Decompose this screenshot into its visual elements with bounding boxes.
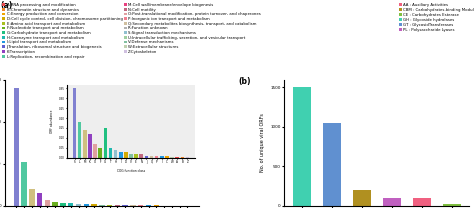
Bar	[14, 88, 19, 206]
Bar	[45, 200, 50, 206]
Bar	[76, 204, 81, 206]
Bar	[323, 123, 341, 206]
Legend: A:RNA processing and modification, B:Chromatin structure and dynamics, C:Energy : A:RNA processing and modification, B:Chr…	[2, 2, 262, 59]
Bar	[60, 203, 66, 206]
Bar	[68, 203, 73, 206]
Bar	[107, 205, 112, 206]
Bar	[383, 198, 401, 206]
Y-axis label: No. of unique viral ORFs: No. of unique viral ORFs	[260, 113, 265, 172]
Bar	[53, 202, 58, 206]
Bar	[83, 204, 89, 206]
Bar	[115, 205, 120, 206]
Bar	[353, 190, 371, 206]
Bar	[91, 204, 97, 206]
Bar	[21, 162, 27, 206]
Bar	[130, 205, 136, 206]
Bar	[99, 205, 105, 206]
Bar	[122, 205, 128, 206]
Bar	[29, 189, 35, 206]
Text: (a): (a)	[0, 1, 12, 10]
Bar	[37, 193, 42, 206]
Bar	[413, 198, 431, 206]
Bar	[138, 205, 144, 206]
Bar	[443, 204, 461, 206]
Text: (b): (b)	[238, 77, 251, 86]
Legend: AA : Auxiliary Activities, CBM : Carbohydrates-binding Modules, CE : Carbohydrat: AA : Auxiliary Activities, CBM : Carbohy…	[399, 2, 474, 32]
Bar	[292, 87, 311, 206]
